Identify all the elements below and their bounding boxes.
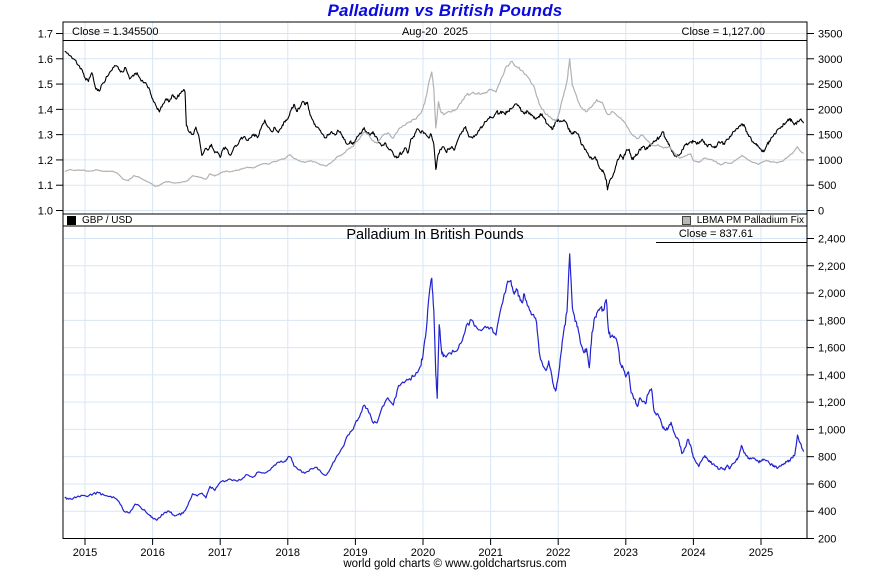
legend-palladium-fix-label: LBMA PM Palladium Fix [696, 214, 804, 226]
y-axis-tick-label: 1.0 [38, 206, 53, 218]
y-axis-tick-label: 2,200 [818, 261, 846, 273]
top-panel-date-label: Aug-20 2025 [401, 26, 469, 38]
top-panel-close-right-label: Close = 1,127.00 [681, 26, 765, 38]
footer-credit: world gold charts © www.goldchartsrus.co… [343, 558, 567, 570]
x-axis-tick-label: 2018 [276, 547, 300, 559]
y-axis-tick-label: 1.1 [38, 180, 53, 192]
legend-gbp-usd: GBP / USD [67, 214, 132, 226]
x-axis-tick-label: 2019 [343, 547, 367, 559]
y-axis-tick-label: 1,000 [818, 424, 846, 436]
series-line-lbma-pm-palladium-fix [64, 58, 804, 187]
x-axis-tick-label: 2020 [411, 547, 435, 559]
y-axis-tick-label: 3500 [818, 29, 842, 41]
y-axis-tick-label: 500 [818, 180, 836, 192]
legend-gbp-usd-label: GBP / USD [82, 214, 133, 226]
y-axis-tick-label: 1,200 [818, 397, 846, 409]
x-axis-tick-label: 2023 [614, 547, 638, 559]
y-axis-tick-label: 1.7 [38, 29, 53, 41]
series-line-palladium-in-british-pounds [64, 253, 805, 521]
y-axis-tick-label: 1.6 [38, 54, 53, 66]
y-axis-tick-label: 1.5 [38, 79, 53, 91]
y-axis-tick-label: 200 [818, 534, 836, 546]
panel-border [62, 225, 808, 539]
y-axis-tick-label: 1000 [818, 155, 842, 167]
x-axis-tick-label: 2016 [140, 547, 164, 559]
y-axis-tick-label: 1.3 [38, 130, 53, 142]
y-axis-tick-label: 1,600 [818, 343, 846, 355]
x-axis-tick-label: 2021 [478, 547, 502, 559]
x-axis-tick-label: 2015 [73, 547, 97, 559]
y-axis-tick-label: 1500 [818, 130, 842, 142]
top-panel-close-left-label: Close = 1.345500 [72, 26, 159, 38]
x-axis-tick-label: 2025 [749, 547, 773, 559]
legend-band-border [62, 213, 808, 227]
y-axis-tick-label: 400 [818, 506, 836, 518]
y-axis-tick-label: 2,400 [818, 234, 846, 246]
y-axis-tick-label: 3000 [818, 54, 842, 66]
legend-palladium-fix: LBMA PM Palladium Fix [681, 214, 804, 226]
palladium-fix-swatch-icon [681, 215, 691, 225]
y-axis-tick-label: 800 [818, 452, 836, 464]
page-title: Palladium vs British Pounds [327, 1, 563, 20]
y-axis-tick-label: 0 [818, 206, 824, 218]
y-axis-tick-label: 600 [818, 479, 836, 491]
x-axis-tick-label: 2024 [681, 547, 705, 559]
y-axis-tick-label: 2000 [818, 104, 842, 116]
bottom-panel-title: Palladium In British Pounds [346, 227, 524, 243]
y-axis-tick-label: 2500 [818, 79, 842, 91]
y-axis-tick-label: 2,000 [818, 288, 846, 300]
x-axis-tick-label: 2017 [208, 547, 232, 559]
bottom-panel-close-label: Close = 837.61 [678, 228, 754, 240]
gbp-usd-swatch-icon [67, 215, 76, 225]
y-axis-tick-label: 1,800 [818, 315, 846, 327]
x-axis-tick-label: 2022 [546, 547, 570, 559]
y-axis-tick-label: 1.4 [38, 104, 53, 116]
y-axis-tick-label: 1.2 [38, 155, 53, 167]
series-line-gbp-usd [64, 50, 805, 191]
y-axis-tick-label: 1,400 [818, 370, 846, 382]
